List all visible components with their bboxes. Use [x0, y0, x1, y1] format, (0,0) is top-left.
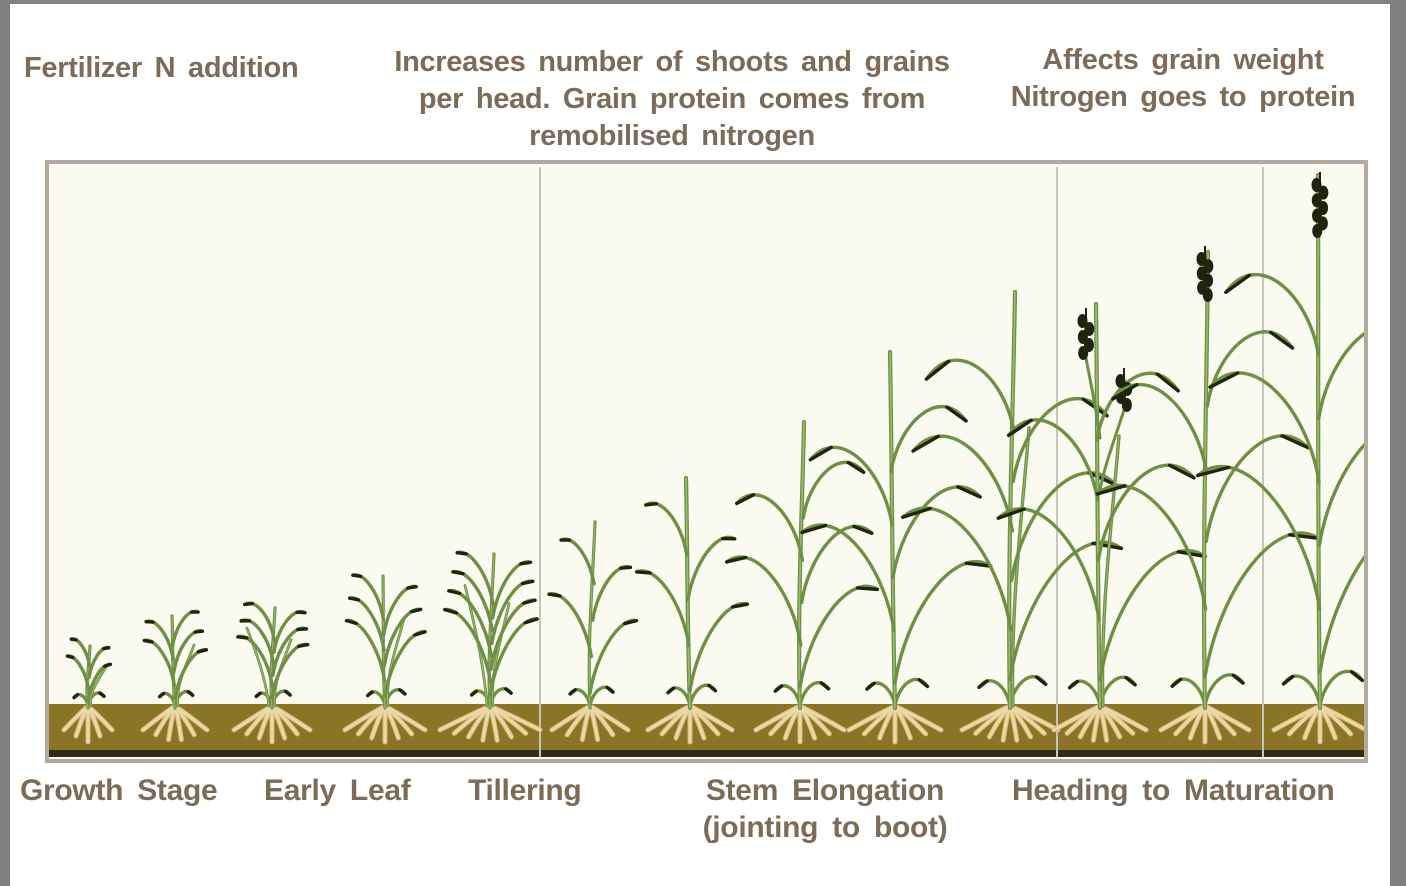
plant-12 [1095, 246, 1321, 745]
frame-left-strip [0, 0, 10, 886]
plant-7 [634, 475, 750, 745]
label-early-leaf: Early Leaf [264, 774, 411, 807]
annotation-fertilizer-n-addition: Fertilizer N addition [24, 52, 299, 84]
frame-right-strip [1390, 0, 1406, 886]
annotation-right-line2: Nitrogen goes to protein [1010, 81, 1356, 113]
label-stem-elongation-line2: (jointing to boot) [702, 811, 948, 844]
plant-10 [901, 289, 1124, 743]
plant-2 [140, 609, 210, 743]
frame-top-strip [0, 0, 1406, 4]
label-tillering: Tillering [468, 774, 582, 807]
annotation-center-line3: remobilised nitrogen [529, 120, 815, 152]
annotation-right-line1: Affects grain weight [1042, 44, 1324, 76]
plant-3 [231, 601, 313, 745]
annotation-grain-weight: Affects grain weight Nitrogen goes to pr… [982, 42, 1384, 116]
plant-8 [725, 419, 880, 745]
growth-stages-illustration [49, 164, 1364, 759]
plant-4 [342, 573, 428, 745]
plant-5 [437, 550, 543, 743]
label-heading-to-maturation: Heading to Maturation [1012, 774, 1335, 807]
annotation-center-line1: Increases number of shoots and grains [394, 46, 950, 78]
annotation-center-line2: per head. Grain protein comes from [418, 83, 926, 115]
plant-9 [800, 349, 993, 745]
label-stem-elongation-line1: Stem Elongation [705, 774, 945, 807]
plant-6 [547, 520, 639, 743]
plant-1 [61, 637, 115, 745]
plant-11 [996, 301, 1207, 743]
label-growth-stage: Growth Stage [20, 774, 218, 807]
annotation-shoots-grains: Increases number of shoots and grains pe… [358, 44, 986, 155]
growth-stages-panel [45, 160, 1368, 763]
plant-13 [1196, 172, 1364, 745]
label-stem-elongation: Stem Elongation (jointing to boot) [655, 772, 995, 846]
